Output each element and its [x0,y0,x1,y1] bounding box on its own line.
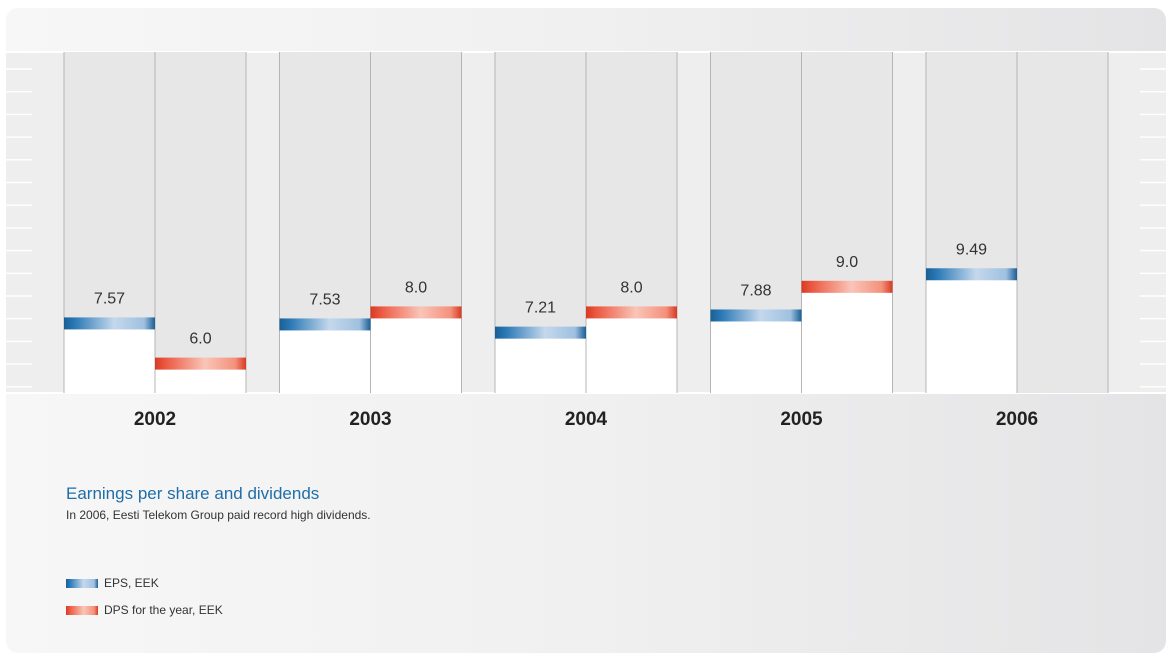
value-label-eps: 7.21 [525,300,556,317]
bar-eps [495,326,586,339]
chart-title: Earnings per share and dividends [66,484,320,503]
chart-subtitle: In 2006, Eesti Telekom Group paid record… [66,508,371,522]
value-label-eps: 7.53 [309,291,340,308]
legend-swatch-dps [66,605,98,615]
category-labels: 2002 2003 2004 2005 2006 [134,409,1038,430]
bar-column [155,369,246,393]
bar-caps [64,268,1017,370]
side-ticks [6,68,1166,388]
legend-item-eps: EPS, EEK [66,576,159,590]
legend-item-dps: DPS for the year, EEK [66,603,223,617]
category-label: 2003 [349,409,391,430]
chart-card: 7.57 6.0 7.53 8.0 7.21 8.0 7.88 9.0 9.49 2002 200… [6,8,1166,653]
bar-dps [155,357,246,370]
category-label: 2004 [565,409,608,430]
legend-label-eps: EPS, EEK [104,576,159,590]
bar-dps [370,306,462,319]
value-labels: 7.57 6.0 7.53 8.0 7.21 8.0 7.88 9.0 9.49 [94,241,987,347]
category-label: 2005 [780,409,823,430]
value-label-eps: 9.49 [956,241,987,258]
bar-column [801,292,893,393]
chart-plot: 7.576.07.538.07.218.0 7.889.09.49 2002 200… [6,51,1166,430]
bar-eps [64,317,155,330]
bar-column [586,318,677,393]
bar-column [495,338,586,393]
bar-column [279,330,371,393]
bar-column [64,329,155,393]
bar-column [926,280,1017,393]
category-label: 2006 [996,409,1038,430]
bar-columns [63,52,1109,393]
value-label-eps: 7.57 [94,290,125,307]
value-label-eps: 7.88 [740,282,771,299]
bar-column [370,318,462,393]
bar-eps [926,268,1017,281]
legend-label-dps: DPS for the year, EEK [104,603,223,617]
value-label-dps: 6.0 [189,331,211,348]
bar-column [710,321,802,393]
bar-eps [279,318,371,331]
value-label-dps: 8.0 [405,279,427,296]
bar-dps [586,306,677,319]
bar-eps [710,309,802,322]
value-label-dps: 8.0 [620,279,642,296]
category-label: 2002 [134,409,176,430]
bar-dps [801,280,893,293]
legend-swatch-eps [66,578,98,588]
value-label-dps: 9.0 [836,254,858,271]
